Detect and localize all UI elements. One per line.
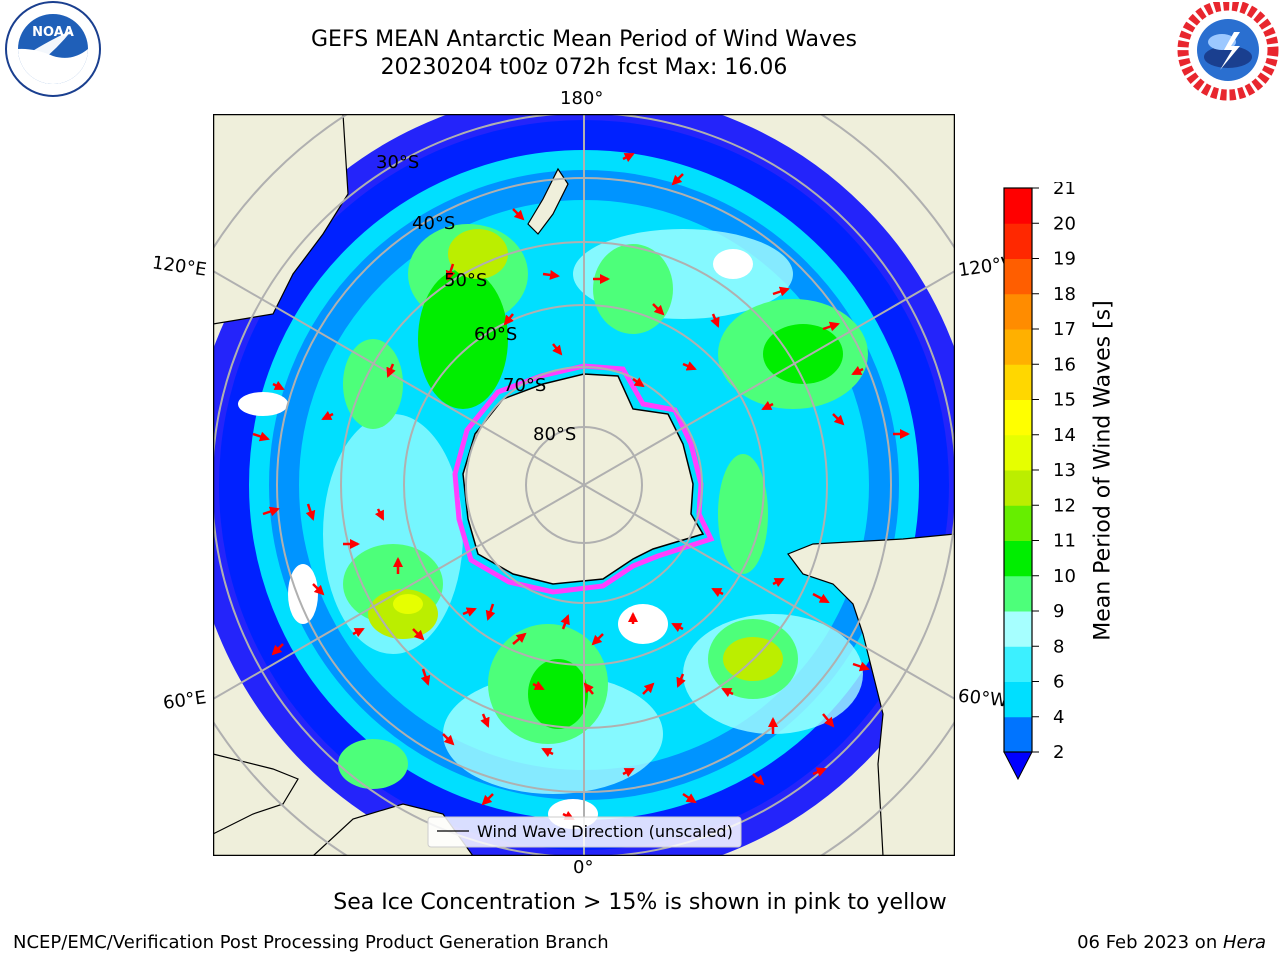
noaa-logo-text: NOAA: [32, 25, 74, 40]
new-zealand-landmass: [527, 167, 569, 235]
colorbar-segment: [1004, 505, 1032, 541]
colorbar-segment: [1004, 470, 1032, 506]
colorbar-tick-label: 2: [1053, 742, 1064, 763]
colorbar-segment: [1004, 540, 1032, 577]
colorbar-tick-label: 21: [1053, 182, 1076, 199]
colorbar-tick-label: 14: [1053, 425, 1076, 446]
colorbar-tick-label: 17: [1053, 319, 1076, 340]
chart-subtitle: 20230204 t00z 072h fcst Max: 16.06: [380, 55, 788, 80]
lat-label-70: 70°S: [503, 375, 547, 396]
colorbar-segment: [1004, 293, 1032, 330]
colorbar-segment: [1004, 329, 1032, 365]
colorbar-segment: [1004, 399, 1032, 436]
colorbar-segment: [1004, 258, 1032, 295]
colorbar-tick-label: 4: [1053, 707, 1064, 728]
colorbar-segment: [1004, 434, 1032, 471]
colorbar-tick-label: 18: [1053, 284, 1076, 305]
colorbar-tick-label: 6: [1053, 672, 1064, 693]
lat-label-80: 80°S: [533, 424, 577, 445]
legend-label: Wind Wave Direction (unscaled): [477, 822, 733, 841]
antarctic-polar-map: Wind Wave Direction (unscaled): [213, 114, 955, 856]
madagascar-landmass: [213, 753, 299, 835]
lon-label-bottom: 0°: [573, 857, 594, 878]
colorbar-segment: [1004, 188, 1032, 224]
colorbar-tick-label: 13: [1053, 460, 1076, 481]
wind-wave-arrows: [252, 152, 910, 821]
lon-label-top: 180°: [560, 88, 604, 109]
colorbar-segment: [1004, 681, 1032, 718]
sea-ice-edge: [452, 363, 715, 595]
graticule: [213, 114, 955, 856]
footer-left: NCEP/EMC/Verification Post Processing Pr…: [13, 932, 609, 953]
colorbar-extend-arrow: [1003, 751, 1033, 781]
colorbar-label: Mean Period of Wind Waves [s]: [1090, 300, 1116, 641]
colorbar-tick-label: 15: [1053, 390, 1076, 411]
colorbar-segment: [1004, 646, 1032, 682]
colorbar-tick-label: 19: [1053, 249, 1076, 270]
colorbar-tick-label: 16: [1053, 354, 1076, 375]
sea-ice-note: Sea Ice Concentration > 15% is shown in …: [333, 890, 947, 915]
colorbar-tick-label: 20: [1053, 213, 1076, 234]
colorbar-segments: [1004, 188, 1032, 753]
footer-right: 06 Feb 2023 on Hera: [1077, 932, 1266, 953]
colorbar-tick-label: 11: [1053, 531, 1076, 552]
colorbar-tick-label: 8: [1053, 636, 1064, 657]
chart-title: GEFS MEAN Antarctic Mean Period of Wind …: [311, 27, 857, 52]
lon-label-upper-left: 120°E: [150, 252, 208, 281]
colorbar-tick-label: 10: [1053, 566, 1076, 587]
colorbar: 2 4 6 8 9 10 11 12 13 14 15 16 17 18 19 20 21: [1003, 182, 1076, 781]
colorbar-tick-label: 12: [1053, 495, 1076, 516]
lat-label-50: 50°S: [444, 270, 488, 291]
map-frame: [213, 114, 955, 856]
footer-date: 06 Feb 2023 on: [1077, 932, 1223, 953]
australia-landmass: [213, 114, 349, 325]
lat-label-40: 40°S: [412, 213, 456, 234]
lon-label-lower-left: 60°E: [161, 687, 208, 714]
colorbar-segment: [1004, 716, 1032, 753]
colorbar-segment: [1004, 611, 1032, 647]
colorbar-segment: [1004, 223, 1032, 259]
colorbar-segment: [1004, 364, 1032, 400]
lat-label-60: 60°S: [474, 324, 518, 345]
colorbar-ticks: 2 4 6 8 9 10 11 12 13 14 15 16 17 18 19 20 21: [1032, 182, 1076, 763]
colorbar-tick-label: 9: [1053, 601, 1064, 622]
lat-label-30: 30°S: [376, 152, 420, 173]
noaa-logo: NOAA: [5, 1, 101, 97]
nws-logo: [1177, 2, 1279, 101]
map-legend: Wind Wave Direction (unscaled): [427, 816, 742, 848]
footer-machine: Hera: [1222, 932, 1266, 953]
colorbar-segment: [1004, 575, 1032, 612]
